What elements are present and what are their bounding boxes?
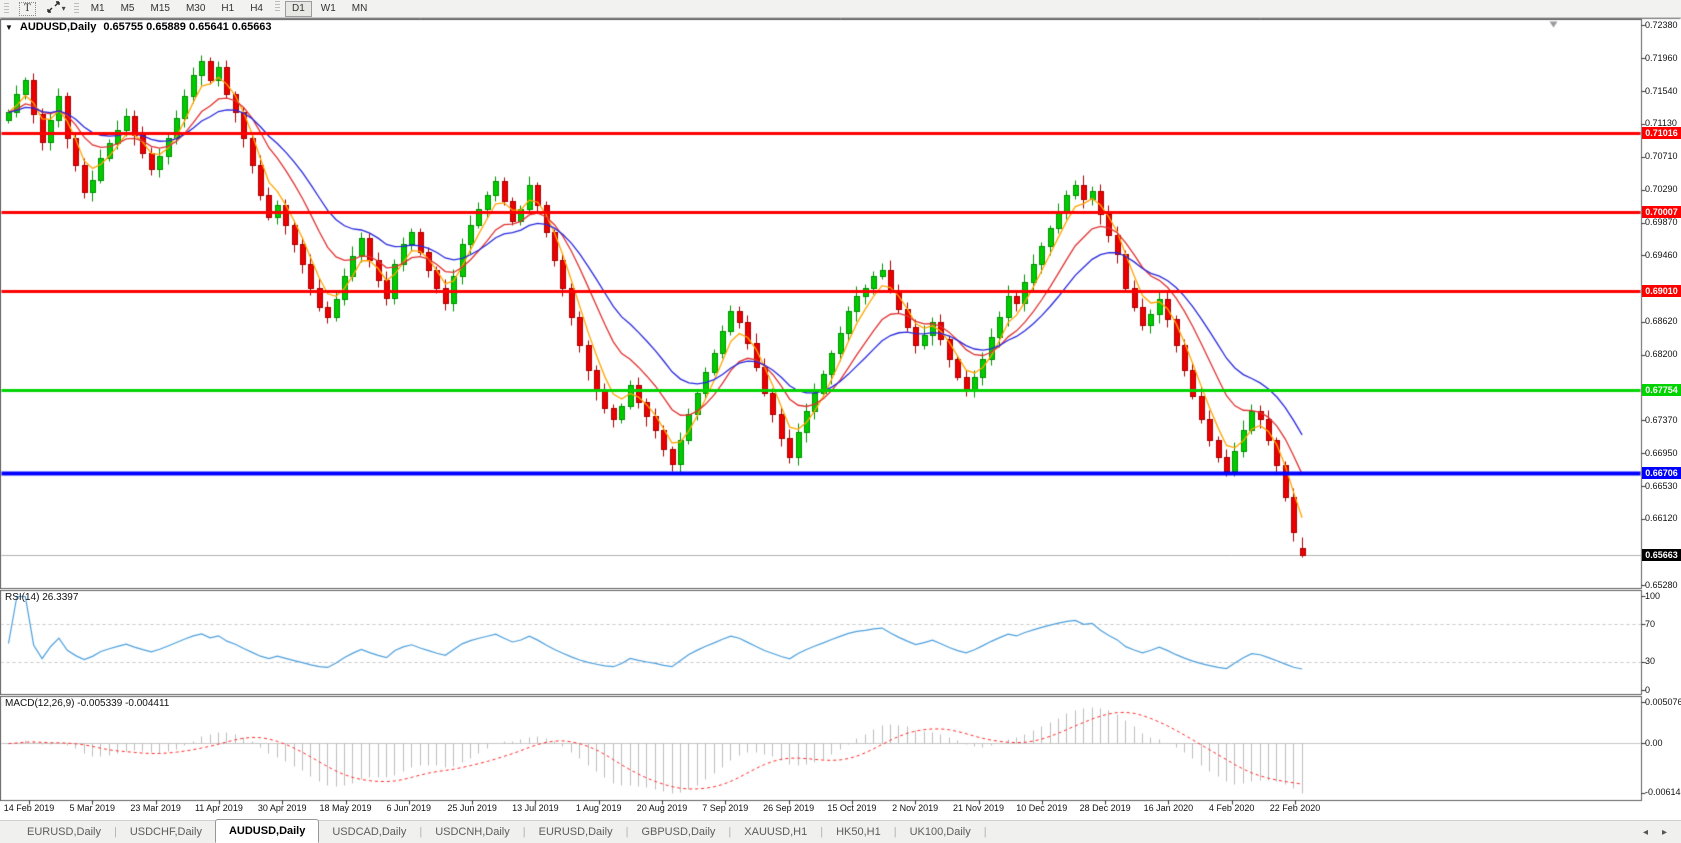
date-label: 4 Feb 2020 [1208, 803, 1255, 813]
tab-bar: EURUSD,Daily | USDCHF,Daily AUDUSD,Daily USD… [0, 819, 1681, 843]
macd-tick-label: -0.006148 [1645, 787, 1681, 798]
tab-separator: | [522, 826, 526, 838]
macd-label: MACD(12,26,9) -0.005339 -0.004411 [5, 698, 170, 709]
price-badge: 0.67754 [1642, 383, 1681, 396]
collapse-arrow-icon[interactable]: ▼ [5, 22, 13, 32]
price-tick-label: 0.69460 [1645, 249, 1678, 260]
ohlc-values: 0.65755 0.65889 0.65641 0.65663 [103, 21, 272, 33]
date-label: 13 Jul 2019 [512, 803, 559, 813]
rsi-label: RSI(14) 26.3397 [5, 592, 79, 603]
price-tick-label: 0.66120 [1645, 513, 1678, 524]
price-tick-label: 0.71130 [1645, 118, 1677, 129]
date-label: 5 Mar 2019 [69, 803, 116, 813]
date-label: 15 Oct 2019 [827, 803, 877, 813]
rsi-tick-label: 30 [1645, 656, 1656, 667]
price-tick-label: 0.70290 [1645, 184, 1678, 195]
tab-separator: | [113, 826, 117, 838]
date-label: 2 Nov 2019 [892, 803, 939, 813]
price-badge: 0.69010 [1642, 284, 1681, 297]
price-tick-label: 0.66530 [1645, 480, 1678, 491]
date-label: 21 Nov 2019 [952, 803, 1005, 813]
tab-usdcnh-daily[interactable]: USDCNH,Daily [435, 826, 510, 838]
price-badge: 0.71016 [1642, 126, 1681, 139]
tab-gbpusd-daily[interactable]: GBPUSD,Daily [641, 826, 716, 838]
date-label: 1 Aug 2019 [575, 803, 622, 813]
price-tick-label: 0.65280 [1645, 579, 1678, 590]
tab-separator: | [728, 826, 732, 838]
tab-xauusd-h1[interactable]: XAUUSD,H1 [744, 826, 808, 838]
rsi-tick-label: 0 [1645, 684, 1651, 695]
chart-title: ▼ AUDUSD,Daily 0.65755 0.65889 0.65641 0… [5, 21, 272, 33]
date-label: 22 Feb 2020 [1269, 803, 1321, 813]
price-tick-label: 0.66950 [1645, 447, 1678, 458]
symbol-title: AUDUSD,Daily [19, 21, 97, 33]
tab-usdchf-daily[interactable]: USDCHF,Daily [129, 826, 202, 838]
price-badge: 0.70007 [1642, 206, 1681, 219]
tab-eurusd-daily[interactable]: EURUSD,Daily [538, 826, 613, 838]
price-tick-label: 0.67370 [1645, 414, 1678, 425]
date-label: 26 Sep 2019 [763, 803, 815, 813]
date-label: 6 Jun 2019 [386, 803, 432, 813]
macd-tick-label: 0.00 [1645, 737, 1663, 748]
tab-separator: | [893, 826, 897, 838]
tab-uk100-daily[interactable]: UK100,Daily [909, 826, 971, 838]
tab-usdcad-daily[interactable]: USDCAD,Daily [332, 826, 407, 838]
tab-separator: | [983, 826, 987, 838]
price-tick-label: 0.71960 [1645, 52, 1678, 63]
date-label: 11 Apr 2019 [194, 803, 243, 813]
date-label: 7 Sep 2019 [702, 803, 749, 813]
tab-separator: | [419, 826, 423, 838]
price-tick-label: 0.68620 [1645, 316, 1678, 327]
price-tick-label: 0.71540 [1645, 85, 1678, 96]
price-tick-label: 0.68200 [1645, 349, 1678, 360]
date-label: 18 May 2019 [319, 803, 372, 813]
date-label: 14 Feb 2019 [3, 803, 55, 813]
tab-separator: | [625, 826, 629, 838]
date-label: 25 Jun 2019 [447, 803, 497, 813]
date-label: 28 Dec 2019 [1079, 803, 1131, 813]
price-tick-label: 0.69870 [1645, 217, 1678, 228]
tab-eurusd-daily[interactable]: EURUSD,Daily [27, 826, 101, 838]
macd-tick-label: 0.005076 [1645, 696, 1681, 707]
price-tick-label: 0.70710 [1645, 151, 1678, 162]
date-label: 23 Mar 2019 [130, 803, 181, 813]
rsi-tick-label: 100 [1645, 590, 1661, 601]
date-label: 10 Dec 2019 [1016, 803, 1068, 813]
tab-scroll-right-icon[interactable]: ▸ [1661, 827, 1667, 838]
rsi-tick-label: 70 [1645, 618, 1656, 629]
tab-audusd-daily[interactable]: AUDUSD,Daily [214, 819, 320, 843]
date-label: 16 Jan 2020 [1143, 803, 1194, 813]
date-label: 20 Aug 2019 [636, 803, 688, 813]
tab-scroll-left-icon[interactable]: ◂ [1642, 827, 1648, 838]
tab-separator: | [820, 826, 824, 838]
price-tick-label: 0.72380 [1645, 19, 1678, 30]
price-badge: 0.66706 [1642, 466, 1681, 479]
tab-hk50-h1[interactable]: HK50,H1 [836, 826, 881, 838]
date-label: 30 Apr 2019 [257, 803, 307, 813]
current-price-badge: 0.65663 [1642, 548, 1681, 561]
